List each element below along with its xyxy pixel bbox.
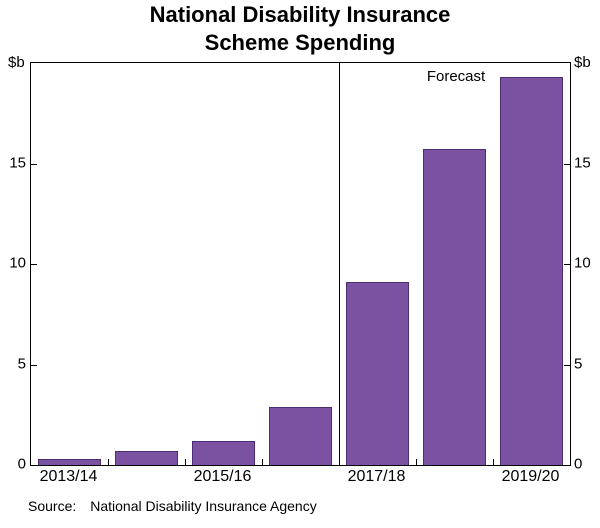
y-axis-tick-left-5: 5: [17, 355, 26, 372]
y-axis-tick-left-15: 15: [9, 154, 26, 171]
x-tick-mark-5: [416, 459, 417, 465]
y-axis-tick-left-10: 10: [9, 254, 26, 272]
y-axis-unit-right: $b: [574, 54, 591, 71]
y-axis-tick-right-0: 0: [574, 455, 583, 473]
x-axis-label-2015/16: 2015/16: [193, 468, 252, 485]
bar-2015/16: [191, 440, 256, 465]
bar-2016/17: [268, 406, 333, 465]
x-axis-label-2013/14: 2013/14: [39, 468, 98, 485]
y-axis-unit-left: $b: [8, 54, 25, 71]
chart-title: National Disability Insurance Scheme Spe…: [0, 1, 600, 57]
x-tick-mark-3: [262, 459, 263, 465]
x-tick-mark-6: [493, 459, 494, 465]
bar-2014/15: [114, 450, 179, 465]
source-label: Source:: [28, 498, 77, 514]
y-axis-tick-right-5: 5: [574, 355, 583, 372]
source-text: National Disability Insurance Agency: [90, 498, 317, 514]
chart-title-line1: National Disability Insurance: [149, 2, 451, 27]
y-tick-mark-5: [564, 364, 570, 366]
y-axis-tick-right-10: 10: [574, 254, 591, 272]
y-tick-mark-15: [564, 163, 570, 165]
bar-2018/19: [422, 149, 487, 465]
forecast-divider-line: [339, 63, 340, 465]
forecast-annotation: Forecast: [426, 68, 486, 85]
y-tick-mark-10: [564, 264, 570, 265]
x-tick-mark-4: [339, 459, 340, 465]
x-axis-label-2019/20: 2019/20: [501, 468, 560, 485]
y-tick-mark-5: [31, 364, 37, 366]
x-tick-mark-2: [185, 459, 186, 465]
y-tick-mark-10: [31, 264, 37, 265]
chart-title-line2: Scheme Spending: [204, 30, 396, 55]
y-axis-tick-right-15: 15: [574, 154, 591, 171]
x-tick-mark-1: [108, 459, 109, 465]
x-axis-label-2017/18: 2017/18: [347, 468, 406, 485]
bar-2017/18: [345, 282, 410, 465]
source-line: Source: National Disability Insurance Age…: [28, 498, 317, 514]
y-tick-mark-15: [31, 163, 37, 165]
y-axis-tick-left-0: 0: [17, 455, 26, 473]
bar-2019/20: [499, 77, 564, 465]
bar-2013/14: [37, 458, 102, 465]
plot-area: [30, 62, 571, 466]
